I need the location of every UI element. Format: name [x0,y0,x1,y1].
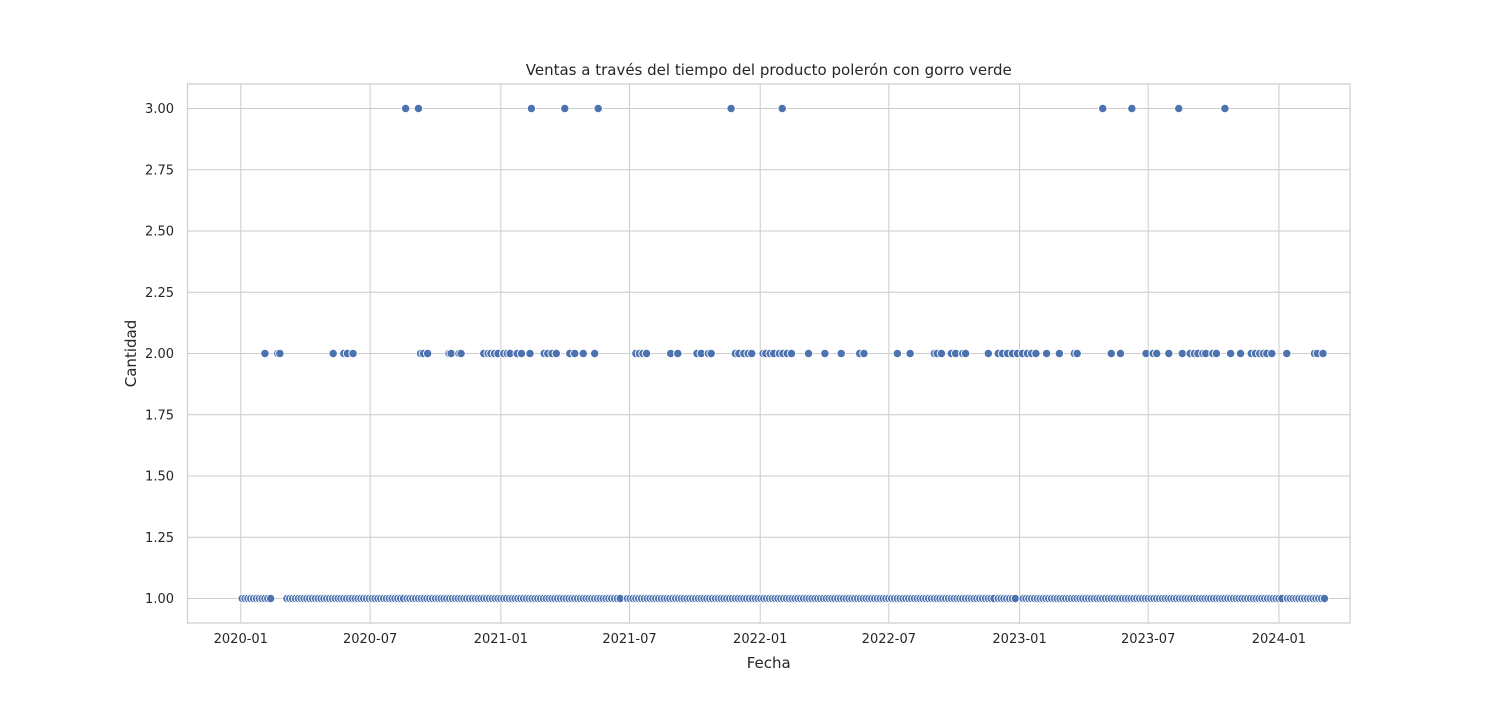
y-tick-label: 2.00 [145,347,174,362]
x-tick-label: 2021-07 [602,632,656,647]
chart-title: Ventas a través del tiempo del producto … [526,61,1012,79]
data-point [1115,348,1126,359]
data-point [641,348,652,359]
data-point [1319,593,1330,604]
data-point [570,348,580,359]
data-point [1174,103,1184,114]
data-point [747,348,757,359]
data-point [820,348,830,359]
data-point [960,348,971,359]
data-point [560,103,570,114]
data-point [590,348,600,359]
data-point [400,103,411,114]
plot-frame [186,83,1351,624]
y-tick-label: 2.25 [145,286,174,301]
data-point [905,348,915,359]
x-tick-label: 2023-07 [1121,632,1175,647]
data-point [1152,348,1162,359]
x-tick-label: 2022-07 [862,632,916,647]
data-point [777,103,787,114]
data-point [1072,348,1082,359]
data-point [516,348,527,359]
data-point [892,348,903,359]
data-point [859,348,869,359]
tick-labels: 2020-01 2020-07 2021-01 2021-07 2022-01 2022-… [145,102,1306,647]
data-point [526,103,537,114]
data-point [551,348,561,359]
x-tick-label: 2020-01 [214,632,268,647]
data-point [1225,348,1236,359]
data-point [1235,348,1246,359]
data-point [803,348,814,359]
x-tick-label: 2020-07 [343,632,397,647]
x-tick-label: 2023-01 [992,632,1046,647]
data-point [673,348,683,359]
data-point [446,348,456,359]
data-point [726,103,736,114]
data-point [1164,348,1174,359]
data-point [260,348,270,359]
data-point [1041,348,1052,359]
y-tick-label: 3.00 [145,102,174,117]
data-point [706,348,716,359]
data-point [1098,103,1108,114]
data-points [237,103,1330,604]
data-point [348,348,358,359]
data-point [1031,348,1041,359]
data-point [456,348,466,359]
data-point [525,348,535,359]
y-tick-label: 1.25 [145,531,174,546]
y-axis-label: Cantidad [122,320,140,387]
data-point [328,348,338,359]
data-point [1318,348,1328,359]
y-tick-label: 1.75 [145,408,174,423]
data-point [578,348,588,359]
y-tick-label: 1.50 [145,470,174,485]
data-point [1211,348,1222,359]
data-point [423,348,433,359]
data-point [936,348,947,359]
data-point [1177,348,1187,359]
x-tick-label: 2021-01 [474,632,528,647]
data-point [1054,348,1065,359]
y-tick-label: 2.50 [145,225,174,240]
data-point [413,103,424,114]
data-point [836,348,846,359]
data-point [275,348,285,359]
x-axis-label: Fecha [747,654,791,672]
data-point [1267,348,1277,359]
data-point [1220,103,1230,114]
x-tick-label: 2024-01 [1252,632,1306,647]
data-point [1127,103,1137,114]
x-tick-label: 2022-01 [733,632,787,647]
y-tick-label: 2.75 [145,163,174,178]
data-point [1106,348,1116,359]
data-point [983,348,993,359]
data-point [593,103,603,114]
data-point [1282,348,1292,359]
data-point [786,348,797,359]
y-tick-label: 1.00 [145,592,174,607]
data-point [265,593,276,604]
data-point [1010,593,1020,604]
